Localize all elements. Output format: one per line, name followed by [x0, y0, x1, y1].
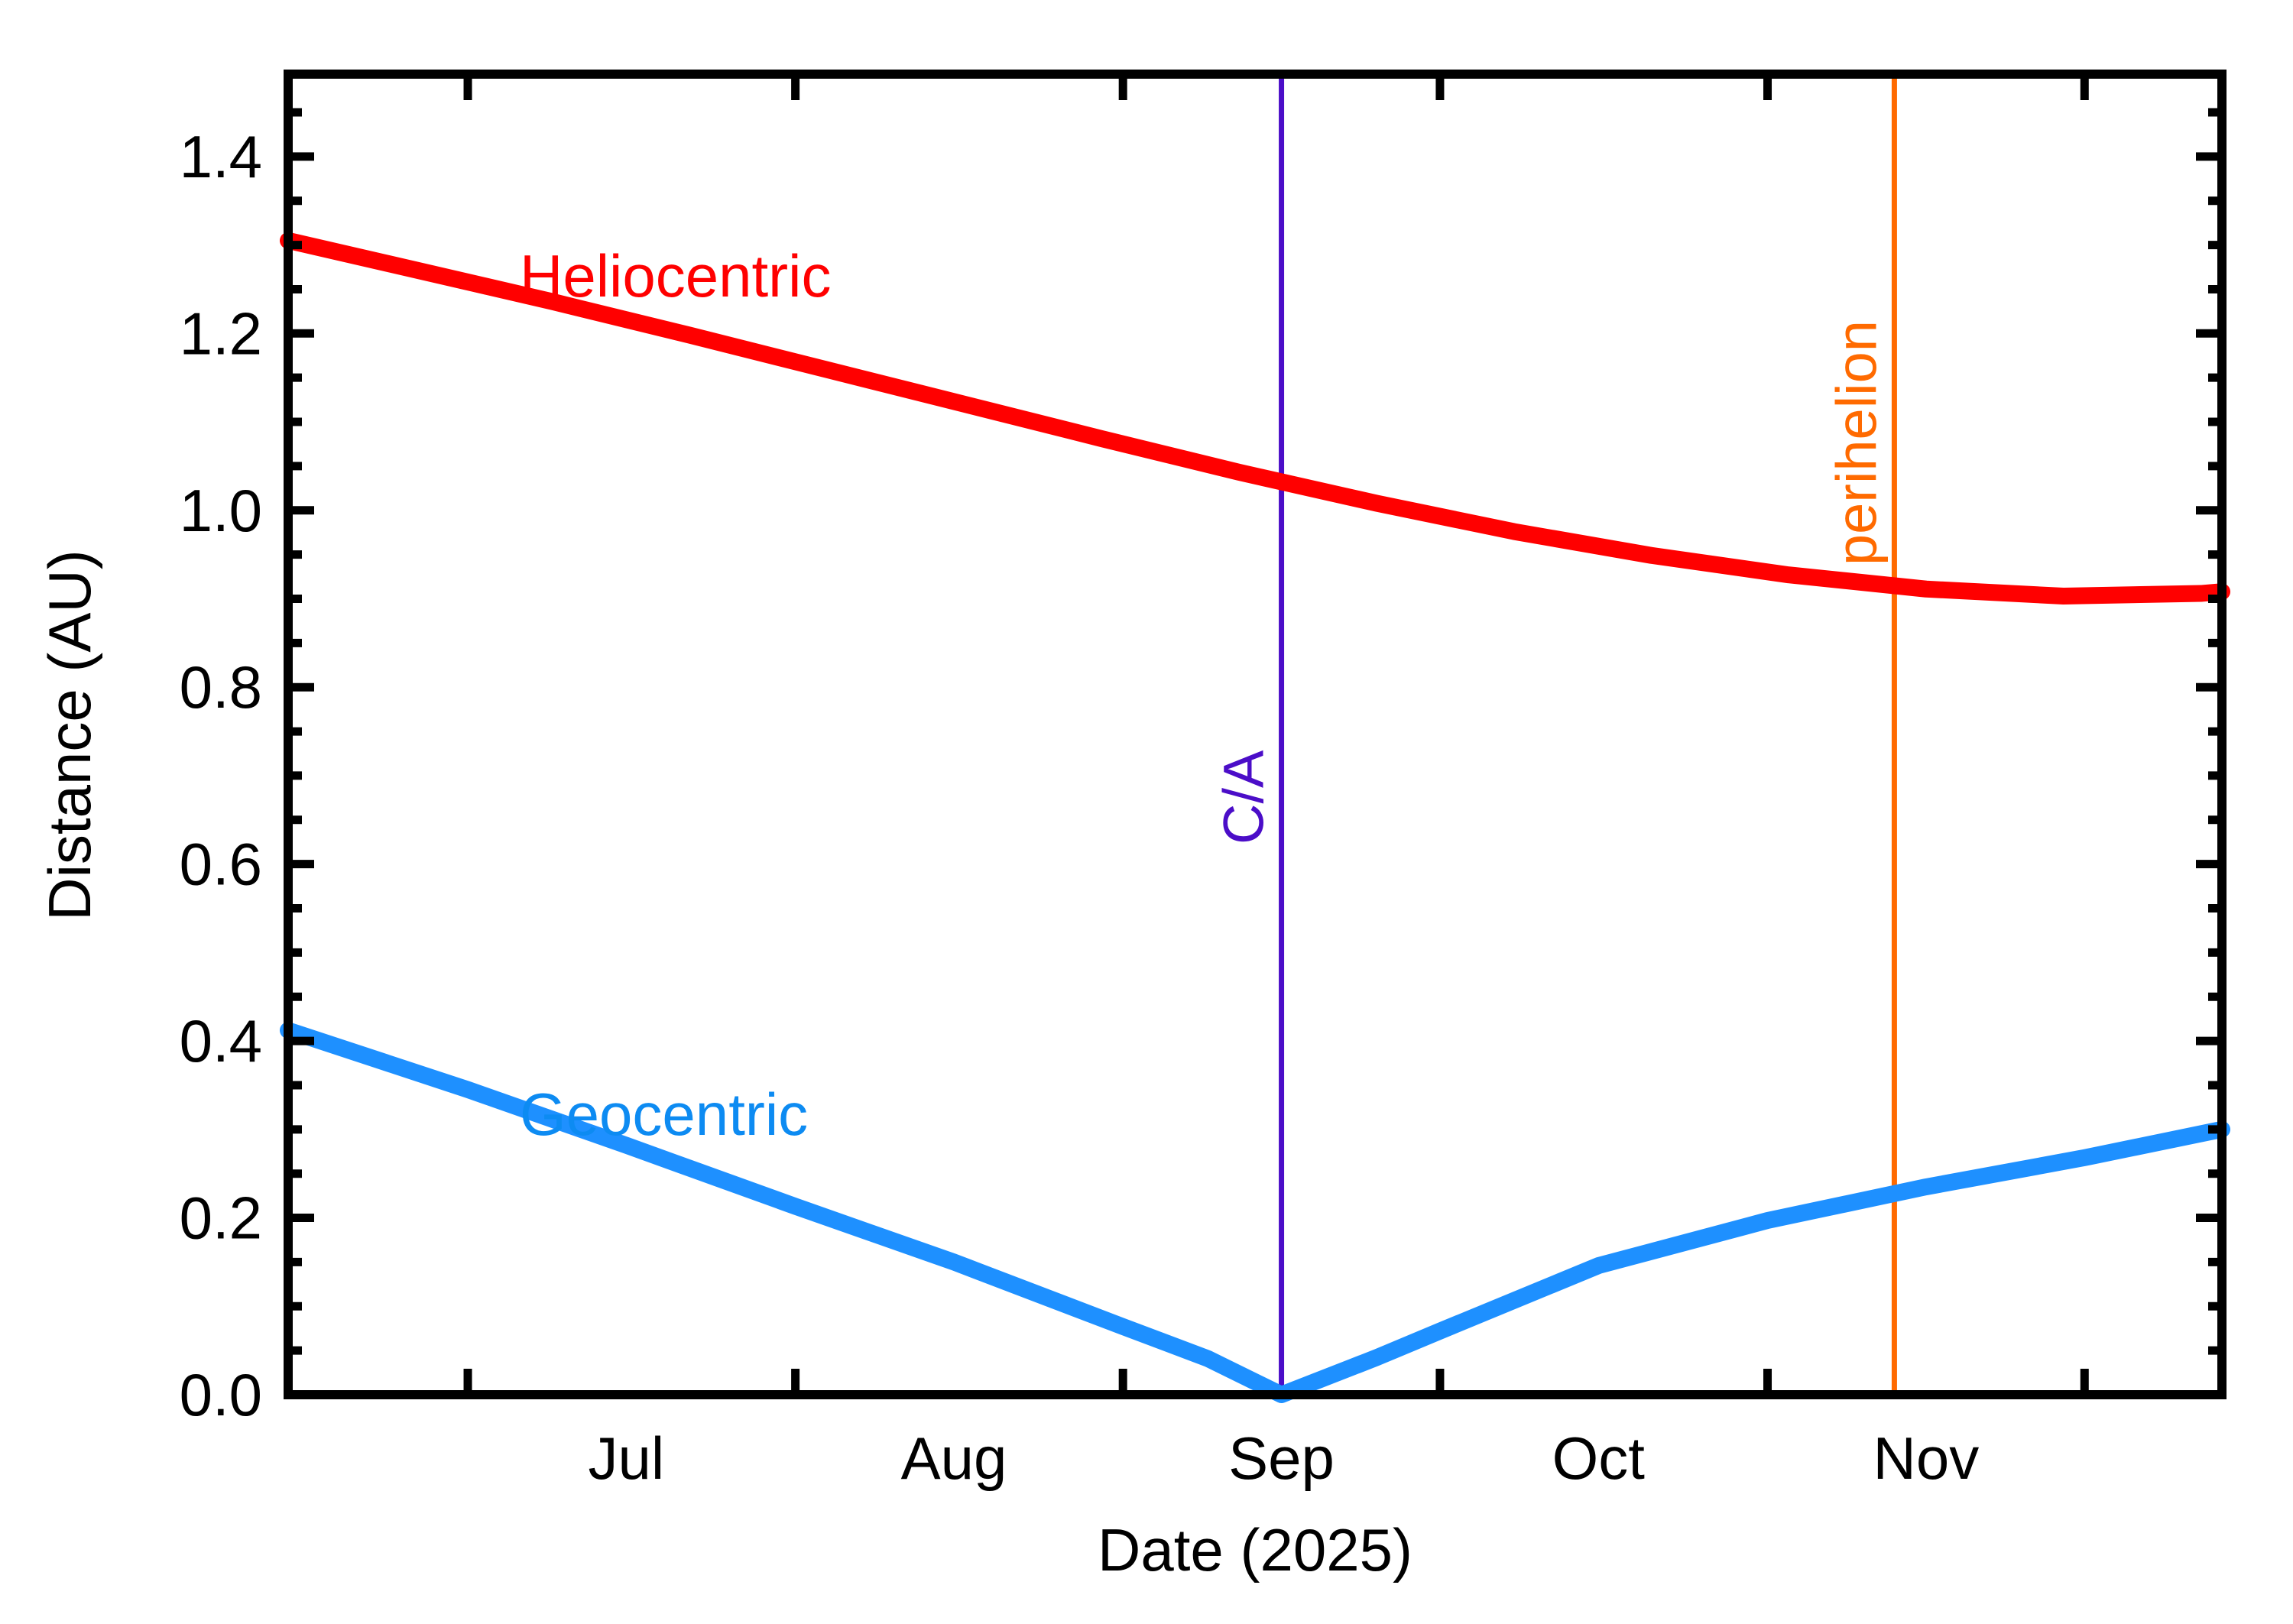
- x-tick-label: Jul: [589, 1425, 665, 1492]
- series-label-geocentric: Geocentric: [520, 1081, 808, 1148]
- annotation-labels: C/A perihelion: [1212, 320, 1889, 844]
- x-tick-label: Oct: [1552, 1425, 1646, 1492]
- y-tick-label: 0.6: [180, 831, 262, 898]
- axis-ticks: [288, 74, 2222, 1399]
- y-tick-label: 0.8: [180, 653, 262, 721]
- series-inline-labels: Heliocentric Geocentric: [520, 242, 831, 1148]
- y-axis-tick-labels: 0.0 0.2 0.4 0.6 0.8 1.0 1.2 1.4: [180, 123, 262, 1428]
- closest-approach-label: C/A: [1212, 750, 1276, 844]
- y-tick-label: 0.4: [180, 1007, 262, 1075]
- y-tick-label: 0.2: [180, 1185, 262, 1252]
- series-label-heliocentric: Heliocentric: [520, 242, 831, 310]
- x-axis-title: Date (2025): [1098, 1516, 1412, 1583]
- x-tick-label: Nov: [1873, 1425, 1980, 1492]
- y-tick-label: 1.0: [180, 477, 262, 544]
- x-axis-tick-labels: Jul Aug Sep Oct Nov: [589, 1425, 1980, 1492]
- perihelion-label: perihelion: [1824, 320, 1888, 566]
- y-axis-title: Distance (AU): [36, 549, 103, 920]
- series-line-heliocentric: [280, 232, 2230, 605]
- annotation-lines: [1279, 74, 1897, 1395]
- y-tick-label: 1.4: [180, 123, 262, 190]
- y-tick-label: 0.0: [180, 1361, 262, 1428]
- x-tick-label: Sep: [1228, 1425, 1335, 1492]
- x-tick-label: Aug: [901, 1425, 1007, 1492]
- y-tick-label: 1.2: [180, 300, 262, 367]
